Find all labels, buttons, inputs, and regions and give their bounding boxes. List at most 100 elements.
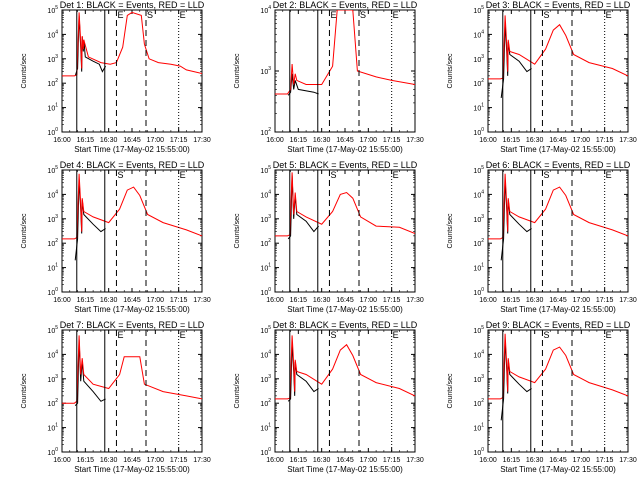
x-tick-label: 16:45 (549, 137, 567, 144)
x-tick-label: 16:00 (266, 137, 284, 144)
y-tick-label: 103 (47, 374, 58, 384)
x-tick-label: 16:15 (503, 297, 521, 304)
y-tick-label: 105 (260, 165, 271, 175)
x-tick-label: 16:30 (313, 297, 331, 304)
x-tick-label: 17:30 (406, 297, 424, 304)
chart-title: Det 8: BLACK = Events, RED = LLD (273, 320, 418, 330)
y-tick-label: 103 (47, 214, 58, 224)
y-axis-label: Counts/sec (447, 53, 454, 89)
chart-title: Det 9: BLACK = Events, RED = LLD (486, 320, 631, 330)
x-tick-label: 17:30 (619, 457, 637, 464)
y-tick-exponent: 3 (481, 374, 484, 380)
y-tick-exponent: 4 (268, 189, 271, 195)
y-tick-label: 104 (260, 5, 271, 15)
x-tick-label: 16:15 (290, 137, 308, 144)
y-tick-label: 102 (473, 78, 484, 88)
x-tick-label: 17:30 (619, 297, 637, 304)
x-tick-label: 17:00 (360, 137, 378, 144)
y-tick-label: 101 (260, 263, 271, 273)
y-tick-exponent: 3 (268, 374, 271, 380)
lld-series-line (275, 10, 415, 95)
x-tick-label: 16:45 (123, 137, 141, 144)
x-tick-label: 17:30 (619, 137, 637, 144)
y-tick-exponent: 5 (268, 325, 271, 331)
y-tick-exponent: 4 (268, 349, 271, 355)
x-tick-label: 17:30 (406, 137, 424, 144)
time-marker-label: E (117, 330, 123, 340)
y-tick-exponent: 0 (55, 127, 58, 133)
x-tick-label: 17:15 (383, 297, 401, 304)
chart-title: Det 4: BLACK = Events, RED = LLD (60, 160, 205, 170)
x-tick-label: 16:00 (53, 457, 71, 464)
y-tick-label: 104 (260, 349, 271, 359)
x-tick-label: 16:45 (549, 457, 567, 464)
y-tick-label: 102 (260, 238, 271, 248)
y-tick-exponent: 5 (55, 165, 58, 171)
y-tick-exponent: 1 (55, 423, 58, 429)
y-tick-exponent: 1 (268, 263, 271, 269)
y-tick-exponent: 2 (481, 78, 484, 84)
y-tick-label: 101 (47, 103, 58, 113)
chart-title: Det 3: BLACK = Events, RED = LLD (486, 0, 631, 10)
chart-title: Det 7: BLACK = Events, RED = LLD (60, 320, 205, 330)
x-tick-label: 17:00 (573, 457, 591, 464)
x-tick-label: 17:15 (383, 457, 401, 464)
chart-panel: Det 1: BLACK = Events, RED = LLD Counts/s… (21, 0, 211, 154)
plot-frame (274, 329, 416, 453)
time-marker-label: S (117, 170, 123, 180)
y-tick-exponent: 4 (268, 5, 271, 11)
y-tick-label: 105 (473, 5, 484, 15)
chart-title: Det 2: BLACK = Events, RED = LLD (273, 0, 418, 10)
chart-panel: Det 9: BLACK = Events, RED = LLD Counts/s… (447, 320, 637, 474)
y-tick-label: 105 (47, 165, 58, 175)
y-tick-exponent: 0 (268, 447, 271, 453)
y-tick-exponent: 2 (268, 238, 271, 244)
lld-series-line (275, 335, 415, 400)
plot-frame (487, 9, 629, 133)
time-marker-label: S (147, 10, 153, 20)
x-axis-label: Start Time (17-May-02 15:55:00) (74, 465, 190, 474)
y-tick-label: 102 (47, 238, 58, 248)
x-tick-label: 17:15 (170, 297, 188, 304)
x-axis-label: Start Time (17-May-02 15:55:00) (287, 145, 403, 154)
y-tick-label: 100 (260, 447, 271, 457)
chart-title: Det 5: BLACK = Events, RED = LLD (273, 160, 418, 170)
time-marker-label: S (330, 170, 336, 180)
y-axis-label: Counts/sec (447, 213, 454, 249)
y-tick-label: 101 (47, 263, 58, 273)
y-tick-label: 100 (47, 127, 58, 137)
y-tick-label: 105 (473, 325, 484, 335)
x-tick-label: 16:15 (503, 457, 521, 464)
x-tick-label: 17:15 (596, 457, 614, 464)
y-tick-exponent: 3 (268, 66, 271, 72)
x-axis-label: Start Time (17-May-02 15:55:00) (287, 465, 403, 474)
y-tick-label: 102 (47, 398, 58, 408)
time-marker-label: E (117, 10, 123, 20)
y-tick-exponent: 0 (481, 447, 484, 453)
chart-title: Det 6: BLACK = Events, RED = LLD (486, 160, 631, 170)
x-tick-label: 17:15 (170, 137, 188, 144)
plot-frame (61, 329, 203, 453)
y-axis-label: Counts/sec (234, 213, 241, 249)
x-tick-label: 16:00 (53, 297, 71, 304)
lld-series-line (62, 335, 202, 404)
y-tick-exponent: 1 (481, 423, 484, 429)
x-tick-label: 16:30 (526, 457, 544, 464)
y-tick-label: 102 (260, 398, 271, 408)
y-tick-exponent: 5 (481, 325, 484, 331)
y-tick-exponent: 4 (481, 189, 484, 195)
chart-panel: Det 5: BLACK = Events, RED = LLD Counts/s… (234, 160, 424, 314)
chart-panel: Det 6: BLACK = Events, RED = LLD Counts/s… (447, 160, 637, 314)
y-tick-exponent: 5 (55, 325, 58, 331)
lld-series-line (275, 172, 415, 237)
y-tick-exponent: 4 (481, 29, 484, 35)
y-tick-label: 103 (47, 54, 58, 64)
x-tick-label: 16:45 (336, 297, 354, 304)
y-tick-exponent: 2 (55, 238, 58, 244)
lld-series-line (488, 173, 628, 240)
x-tick-label: 17:30 (193, 297, 211, 304)
y-tick-exponent: 4 (481, 349, 484, 355)
plot-frame (274, 9, 416, 133)
x-tick-label: 17:15 (596, 297, 614, 304)
time-marker-label: S (360, 10, 366, 20)
